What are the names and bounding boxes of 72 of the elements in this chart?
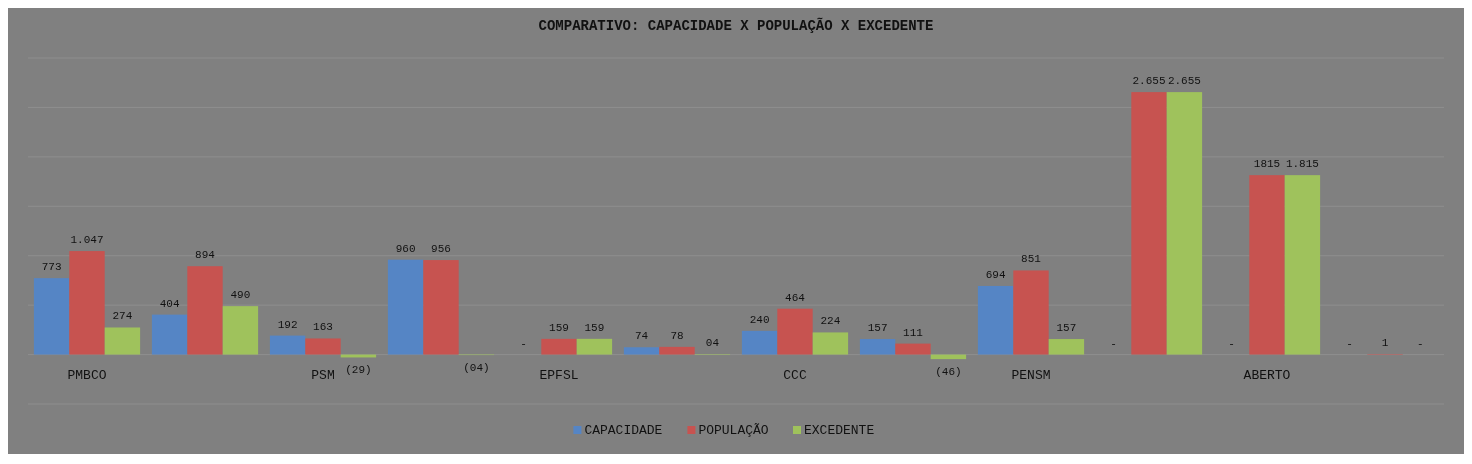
text: - <box>520 337 527 350</box>
bar <box>1166 92 1203 355</box>
data-label: 159 <box>549 321 569 334</box>
bar <box>741 330 778 355</box>
bar <box>305 338 341 355</box>
data-label: 111 <box>903 326 924 339</box>
bar <box>33 278 70 355</box>
bar <box>222 306 259 355</box>
x-tick-label: CCC <box>783 367 807 383</box>
data-label: (46) <box>935 366 962 379</box>
bar <box>1249 175 1285 355</box>
bar <box>859 339 896 355</box>
x-tick-label: PMBCO <box>67 367 107 383</box>
data-label: 04 <box>705 337 720 350</box>
data-label: 74 <box>635 330 649 343</box>
legend-label: EXCEDENTE <box>804 423 875 438</box>
data-label: 1815 <box>1253 158 1281 171</box>
data-label: (29) <box>345 364 372 377</box>
bar <box>387 259 424 355</box>
bar <box>777 308 813 355</box>
bar <box>1048 339 1085 355</box>
data-label: 163 <box>313 321 333 334</box>
bar <box>541 338 577 355</box>
data-label: 694 <box>985 268 1006 281</box>
data-label: 78 <box>670 329 684 342</box>
data-label: 224 <box>820 315 841 328</box>
data-label: 956 <box>431 243 451 256</box>
x-tick-label: EPFSL <box>539 367 579 383</box>
data-label: 404 <box>159 297 180 310</box>
data-label: 2.655 <box>1132 75 1166 88</box>
data-label: 464 <box>785 291 806 304</box>
data-label: 192 <box>277 318 298 331</box>
text: - <box>1417 337 1424 350</box>
data-label: 1.815 <box>1285 158 1319 171</box>
data-label: 274 <box>112 310 133 323</box>
data-label: (04) <box>463 361 490 374</box>
x-tick-label: PSM <box>311 367 335 383</box>
text: - <box>1346 337 1353 350</box>
legend-label: POPULAÇÃO <box>698 423 769 438</box>
bar <box>1284 175 1321 355</box>
bar <box>1131 92 1167 355</box>
data-label: 1 <box>1381 337 1389 350</box>
bar <box>151 314 188 355</box>
data-label: 159 <box>584 321 605 334</box>
data-label: 157 <box>867 322 888 335</box>
bar <box>423 260 459 355</box>
bar <box>69 251 105 355</box>
legend-label: CAPACIDADE <box>584 423 663 438</box>
data-label: 894 <box>195 249 216 262</box>
x-tick-label: PENSM <box>1011 367 1051 383</box>
bar <box>812 332 849 355</box>
data-label: 773 <box>41 261 62 274</box>
data-label: 490 <box>230 289 251 302</box>
bar <box>269 335 306 355</box>
bar <box>977 285 1014 355</box>
data-label: 960 <box>395 242 416 255</box>
x-tick-label: ABERTO <box>1243 367 1291 383</box>
bar <box>576 338 613 355</box>
chart-title: COMPARATIVO: CAPACIDADE X POPULAÇÃO X EXCEDENTE <box>538 17 934 34</box>
bar <box>104 327 141 355</box>
bar <box>623 347 660 355</box>
bar <box>187 266 223 355</box>
bar <box>659 346 695 355</box>
bar <box>1013 270 1049 355</box>
data-label: 157 <box>1056 322 1077 335</box>
data-label: 240 <box>749 313 770 326</box>
data-label: 2.655 <box>1167 75 1201 88</box>
bar <box>895 343 931 355</box>
data-label: 851 <box>1021 253 1042 266</box>
text: - <box>1228 337 1235 350</box>
data-label: 1.047 <box>70 234 104 247</box>
text: - <box>1110 337 1117 350</box>
